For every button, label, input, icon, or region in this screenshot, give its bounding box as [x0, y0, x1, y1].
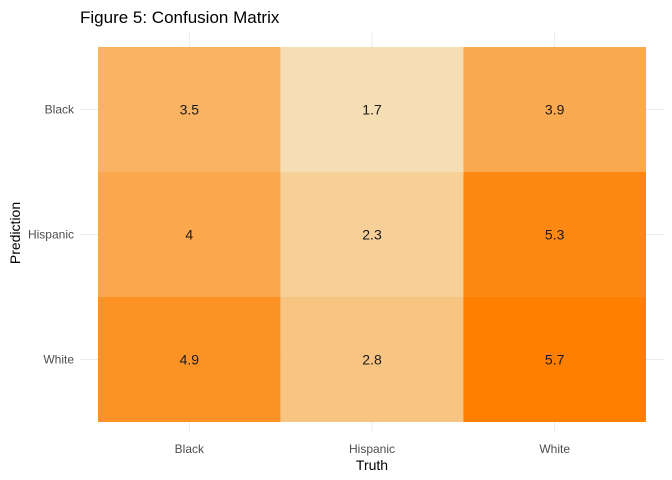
- heatmap-cell: [463, 297, 646, 422]
- y-tick-label: White: [43, 353, 74, 367]
- heatmap-cell: [98, 297, 281, 422]
- heatmap-cell: [280, 297, 464, 422]
- heatmap-cell: [463, 47, 646, 172]
- cell-value-label: 5.3: [545, 227, 565, 243]
- x-tick-label: Black: [175, 442, 205, 456]
- heatmap-cell: [98, 47, 281, 172]
- cell-value-label: 1.7: [362, 102, 382, 118]
- x-axis-title: Truth: [356, 457, 388, 473]
- x-tick-label: White: [539, 442, 570, 456]
- cell-value-label: 3.9: [545, 102, 565, 118]
- heatmap-cell: [280, 47, 464, 172]
- cell-value-label: 4.9: [180, 352, 200, 368]
- y-tick-label: Black: [45, 103, 75, 117]
- x-axis-ticks: Black Hispanic White: [175, 442, 571, 456]
- heatmap-cell: [98, 172, 281, 297]
- heatmap-cell: [280, 172, 464, 297]
- heatmap-cells: [98, 47, 646, 422]
- cell-value-label: 2.8: [362, 352, 382, 368]
- cell-value-label: 2.3: [362, 227, 382, 243]
- chart-title: Figure 5: Confusion Matrix: [80, 8, 280, 27]
- cell-value-label: 4: [185, 227, 193, 243]
- heatmap-cell: [463, 172, 646, 297]
- y-axis-title: Prediction: [7, 202, 23, 264]
- cell-value-labels: 3.5 1.7 3.9 4 2.3 5.3 4.9 2.8 5.7: [180, 102, 565, 368]
- cell-value-label: 5.7: [545, 352, 565, 368]
- y-axis-ticks: Black Hispanic White: [28, 103, 75, 367]
- y-tick-label: Hispanic: [28, 228, 74, 242]
- x-tick-label: Hispanic: [349, 442, 395, 456]
- cell-value-label: 3.5: [180, 102, 200, 118]
